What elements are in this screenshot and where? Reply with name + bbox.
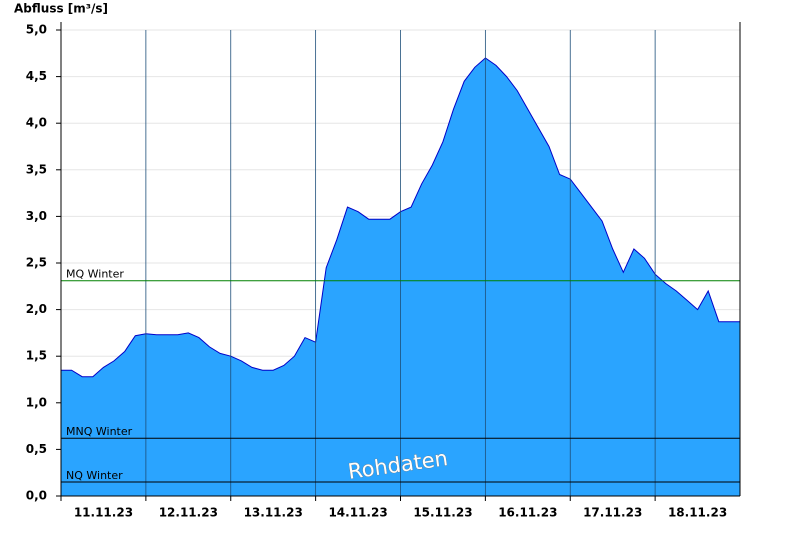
reference-label: MQ Winter — [66, 268, 124, 281]
x-tick-label: 14.11.23 — [328, 506, 387, 520]
y-tick-label: 5,0 — [26, 23, 47, 37]
x-tick-label: 15.11.23 — [413, 506, 472, 520]
x-tick-label: 12.11.23 — [159, 506, 218, 520]
y-axis-label: Abfluss [m³/s] — [14, 2, 108, 16]
y-tick-label: 3,5 — [26, 162, 47, 176]
y-tick-label: 0,0 — [26, 489, 47, 503]
y-tick-label: 4,5 — [26, 69, 47, 83]
x-tick-label: 13.11.23 — [244, 506, 303, 520]
y-tick-label: 3,0 — [26, 209, 47, 223]
y-tick-label: 0,5 — [26, 442, 47, 456]
x-tick-label: 18.11.23 — [668, 506, 727, 520]
x-tick-label: 11.11.23 — [74, 506, 133, 520]
reference-label: MNQ Winter — [66, 425, 133, 438]
y-tick-label: 2,0 — [26, 302, 47, 316]
y-tick-label: 4,0 — [26, 116, 47, 130]
y-tick-label: 2,5 — [26, 256, 47, 270]
y-tick-label: 1,5 — [26, 349, 47, 363]
reference-label: NQ Winter — [66, 469, 123, 482]
x-tick-label: 17.11.23 — [583, 506, 642, 520]
x-tick-label: 16.11.23 — [498, 506, 557, 520]
y-tick-label: 1,0 — [26, 395, 47, 409]
